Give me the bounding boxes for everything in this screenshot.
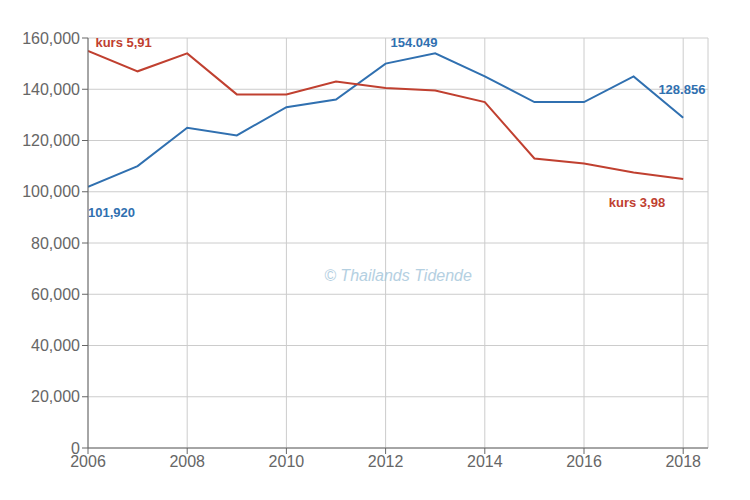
svg-text:2006: 2006 xyxy=(70,453,106,471)
svg-text:101,920: 101,920 xyxy=(88,205,135,220)
svg-text:kurs 5,91: kurs 5,91 xyxy=(95,35,151,50)
svg-text:2012: 2012 xyxy=(368,453,404,470)
svg-text:100,000: 100,000 xyxy=(22,183,80,200)
svg-text:80,000: 80,000 xyxy=(31,235,80,252)
svg-text:2014: 2014 xyxy=(467,453,503,470)
html-text:© Thailands Tidende: © Thailands Tidende xyxy=(324,266,472,284)
svg-text:2008: 2008 xyxy=(169,453,205,470)
svg-text:140,000: 140,000 xyxy=(22,81,80,98)
svg-text:kurs 3,98: kurs 3,98 xyxy=(609,195,665,210)
svg-text:60,000: 60,000 xyxy=(31,286,80,303)
svg-text:0: 0 xyxy=(71,440,80,457)
svg-text:154.049: 154.049 xyxy=(391,35,438,50)
svg-text:2016: 2016 xyxy=(566,453,602,470)
svg-text:2018: 2018 xyxy=(665,453,701,470)
svg-text:160,000: 160,000 xyxy=(22,30,80,47)
svg-text:128.856: 128.856 xyxy=(658,82,705,97)
svg-text:40,000: 40,000 xyxy=(31,337,80,354)
svg-text:2010: 2010 xyxy=(269,453,305,470)
svg-text:20,000: 20,000 xyxy=(31,388,80,405)
svg-text:120,000: 120,000 xyxy=(22,132,80,149)
